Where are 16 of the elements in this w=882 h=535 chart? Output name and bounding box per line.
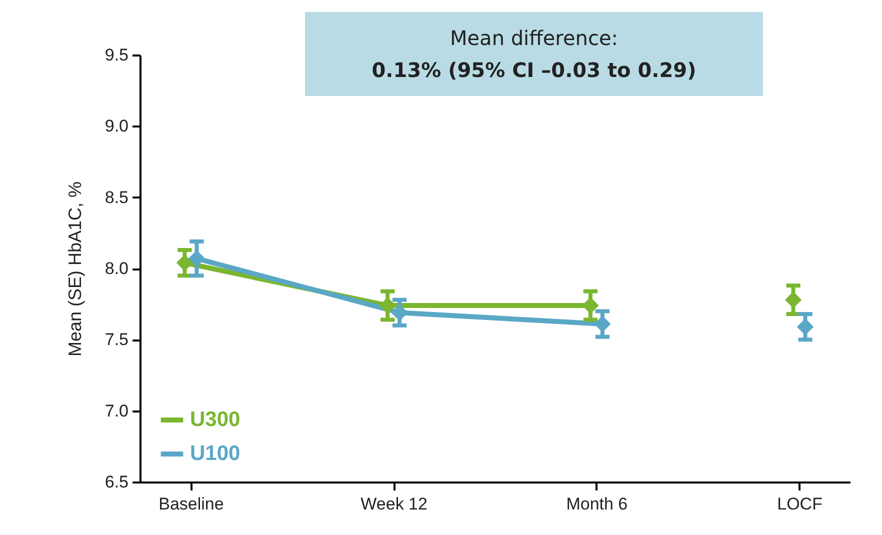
x-tick-label: Week 12 xyxy=(360,494,428,514)
y-axis-title: Mean (SE) HbA1C, % xyxy=(64,181,85,357)
x-tick-label: Baseline xyxy=(158,494,224,514)
legend-label: U300 xyxy=(190,408,240,431)
note-box: Mean difference: 0.13% (95% CI –0.03 to 0.29) xyxy=(305,12,763,96)
y-tick-label: 9.5 xyxy=(104,46,128,64)
y-tick-label: 8.0 xyxy=(104,259,128,278)
x-tick-label: LOCF xyxy=(777,494,822,514)
y-tick-label: 8.5 xyxy=(104,188,128,207)
y-tick-label: 7.0 xyxy=(104,401,128,420)
y-tick-label: 9.0 xyxy=(104,116,128,136)
y-tick-label: 6.5 xyxy=(104,472,128,492)
y-tick-label: 7.5 xyxy=(104,330,128,350)
legend-label: U100 xyxy=(190,442,240,465)
annotation: 0.13% (95% CI –0.03 to 0.29) xyxy=(370,57,698,84)
x-tick-label: Month 6 xyxy=(566,494,628,514)
